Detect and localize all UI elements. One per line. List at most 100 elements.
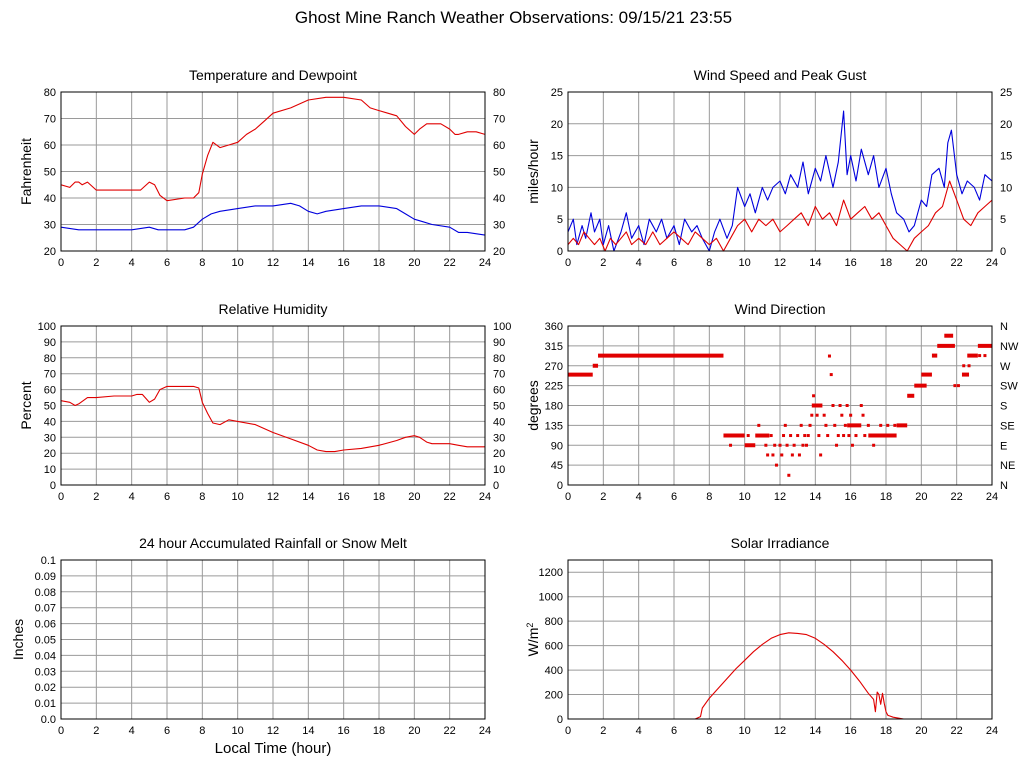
- x-tick-label: 2: [93, 491, 99, 503]
- right-y-tick-label: S: [1000, 401, 1007, 413]
- y-tick-label: 30: [44, 220, 56, 232]
- direction-point: [962, 364, 966, 368]
- direction-point: [813, 404, 817, 407]
- y-tick-label: 800: [545, 616, 563, 628]
- direction-point: [978, 354, 982, 358]
- direction-point: [769, 434, 773, 438]
- direction-point: [773, 443, 777, 447]
- x-tick-label: 24: [479, 725, 491, 737]
- y-tick-label: 0.05: [35, 635, 56, 647]
- y-tick-label: 0.02: [35, 682, 56, 694]
- x-tick-label: 14: [809, 257, 821, 269]
- y-tick-label: 1200: [539, 567, 563, 579]
- y-tick-label: 60: [44, 140, 56, 152]
- direction-point: [983, 354, 987, 358]
- x-tick-label: 12: [267, 491, 279, 503]
- x-tick-label: 6: [164, 725, 170, 737]
- direction-point: [806, 434, 810, 438]
- plot-frame: [567, 559, 993, 720]
- direction-point: [842, 434, 846, 438]
- x-tick-label: 2: [600, 491, 606, 503]
- y-axis-label: Percent: [18, 381, 34, 429]
- right-y-tick-label: 90: [493, 337, 505, 349]
- x-tick-label: 10: [739, 257, 751, 269]
- x-tick-label: 16: [845, 491, 857, 503]
- y-tick-label: 0: [557, 480, 563, 492]
- x-tick-label: 14: [302, 257, 314, 269]
- direction-point: [859, 404, 863, 407]
- right-y-tick-label: 80: [493, 353, 505, 365]
- y-tick-label: 135: [545, 420, 563, 432]
- y-tick-label: 60: [44, 385, 56, 397]
- direction-point: [760, 434, 764, 438]
- chart-title: 24 hour Accumulated Rainfall or Snow Mel…: [139, 535, 407, 551]
- right-y-tick-label: W: [1000, 361, 1011, 373]
- y-tick-label: 0.09: [35, 571, 56, 583]
- chart-rain: 24 hour Accumulated Rainfall or Snow Mel…: [10, 535, 491, 757]
- direction-point: [861, 413, 865, 417]
- x-tick-label: 6: [164, 257, 170, 269]
- x-tick-label: 0: [58, 491, 64, 503]
- right-y-tick-label: 30: [493, 432, 505, 444]
- direction-point: [827, 354, 831, 358]
- y-tick-label: 25: [551, 87, 563, 99]
- direction-point: [863, 434, 867, 438]
- x-tick-label: 4: [636, 257, 642, 269]
- x-tick-label: 0: [58, 257, 64, 269]
- y-tick-label: 5: [557, 214, 563, 226]
- direction-point: [810, 413, 814, 417]
- y-tick-label: 40: [44, 416, 56, 428]
- x-tick-label: 22: [951, 725, 963, 737]
- y-tick-label: 50: [44, 167, 56, 179]
- right-y-tick-label: 20: [493, 246, 505, 258]
- x-tick-label: 18: [373, 257, 385, 269]
- direction-point: [808, 423, 812, 427]
- y-tick-label: 45: [551, 460, 563, 472]
- direction-point: [845, 404, 849, 407]
- y-tick-label: 360: [545, 321, 563, 333]
- direction-point: [875, 434, 879, 438]
- direction-point: [797, 453, 801, 457]
- y-tick-label: 0.08: [35, 587, 56, 599]
- series-line-0: [61, 96, 485, 202]
- direction-point: [746, 434, 750, 438]
- plot-area: [61, 385, 485, 453]
- direction-point: [826, 434, 830, 438]
- x-tick-label: 12: [774, 257, 786, 269]
- y-tick-label: 20: [44, 246, 56, 258]
- x-tick-label: 20: [408, 257, 420, 269]
- plot-frame: [60, 559, 486, 720]
- direction-point: [829, 373, 833, 377]
- right-y-tick-label: 40: [493, 416, 505, 428]
- x-tick-label: 2: [93, 257, 99, 269]
- direction-point: [953, 384, 957, 388]
- x-tick-label: 8: [199, 725, 205, 737]
- direction-point: [780, 453, 784, 457]
- x-tick-label: 6: [671, 491, 677, 503]
- right-y-tick-label: 30: [493, 220, 505, 232]
- direction-point: [729, 443, 733, 447]
- x-tick-label: 20: [915, 257, 927, 269]
- direction-point: [789, 434, 793, 438]
- chart-title: Wind Direction: [734, 301, 825, 317]
- direction-point: [835, 443, 839, 447]
- y-tick-label: 0.01: [35, 698, 56, 710]
- y-tick-label: 20: [44, 448, 56, 460]
- x-tick-label: 18: [880, 725, 892, 737]
- series-line-0: [568, 110, 992, 252]
- right-y-tick-label: 70: [493, 369, 505, 381]
- direction-point: [803, 434, 807, 438]
- y-tick-label: 0: [557, 246, 563, 258]
- direction-point: [967, 364, 971, 368]
- y-tick-label: 80: [44, 87, 56, 99]
- right-y-tick-label: 50: [493, 401, 505, 413]
- direction-point: [868, 434, 872, 438]
- chart-title: Relative Humidity: [219, 301, 328, 317]
- x-tick-label: 16: [845, 725, 857, 737]
- x-tick-label: 8: [706, 257, 712, 269]
- x-tick-label: 20: [408, 491, 420, 503]
- right-y-tick-label: SW: [1000, 381, 1018, 393]
